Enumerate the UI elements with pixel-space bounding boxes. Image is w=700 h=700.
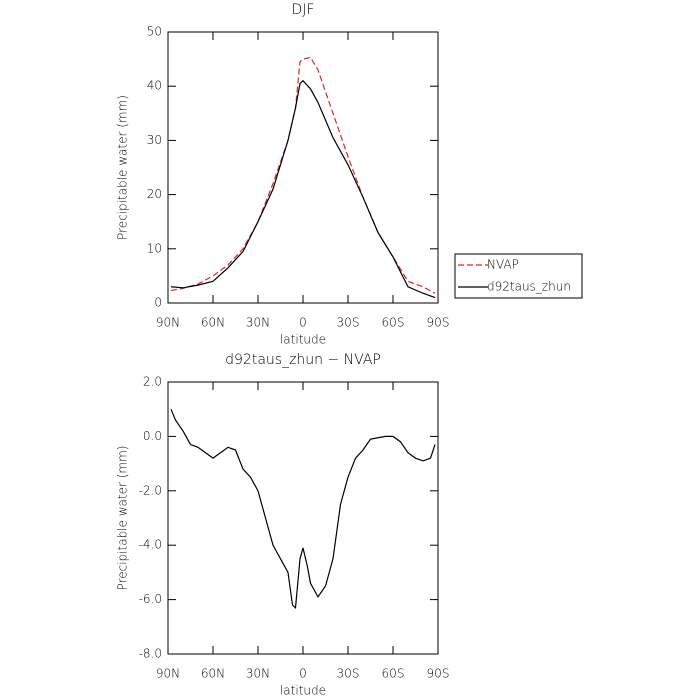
x-tick-label: 90S — [427, 667, 450, 681]
data-line — [170, 79, 436, 299]
y-tick-label: 40 — [147, 79, 162, 93]
y-tick-label: 0.0 — [143, 429, 162, 443]
y-tick-label: 0 — [154, 296, 162, 310]
data-line — [170, 408, 436, 610]
legend-label: d92taus_zhun — [487, 280, 571, 294]
x-tick-label: 60N — [201, 667, 225, 681]
x-tick-label: 30N — [246, 667, 270, 681]
chart-title: d92taus_zhun − NVAP — [225, 352, 381, 368]
legend-label: NVAP — [487, 258, 519, 272]
y-tick-label: -8.0 — [139, 647, 162, 661]
data-line — [170, 56, 436, 294]
x-tick-label: 30N — [246, 316, 270, 330]
y-tick-label: 30 — [147, 133, 162, 147]
x-tick-label: 30S — [337, 667, 360, 681]
x-tick-label: 90N — [156, 316, 180, 330]
y-tick-label: 50 — [147, 25, 162, 39]
x-tick-label: 0 — [299, 316, 307, 330]
y-tick-label: 2.0 — [143, 375, 162, 389]
x-axis-label: latitude — [280, 684, 326, 698]
x-tick-label: 60N — [201, 316, 225, 330]
plot-frame — [167, 31, 439, 304]
x-tick-label: 0 — [299, 667, 307, 681]
x-tick-label: 60S — [382, 316, 405, 330]
y-tick-label: 10 — [147, 241, 162, 255]
y-tick-label: -2.0 — [139, 483, 162, 497]
plot-frame — [167, 381, 439, 655]
y-tick-label: -6.0 — [139, 592, 162, 606]
x-tick-label: 30S — [337, 316, 360, 330]
x-axis-label: latitude — [280, 333, 326, 347]
chart-title: DJF — [292, 2, 315, 18]
x-tick-label: 90N — [156, 667, 180, 681]
y-tick-label: -4.0 — [139, 538, 162, 552]
x-tick-label: 90S — [427, 316, 450, 330]
y-axis-label: Precipitable water (mm) — [116, 446, 130, 591]
y-tick-label: 20 — [147, 187, 162, 201]
x-tick-label: 60S — [382, 667, 405, 681]
y-axis-label: Precipitable water (mm) — [116, 95, 130, 240]
legend-box — [454, 253, 583, 299]
